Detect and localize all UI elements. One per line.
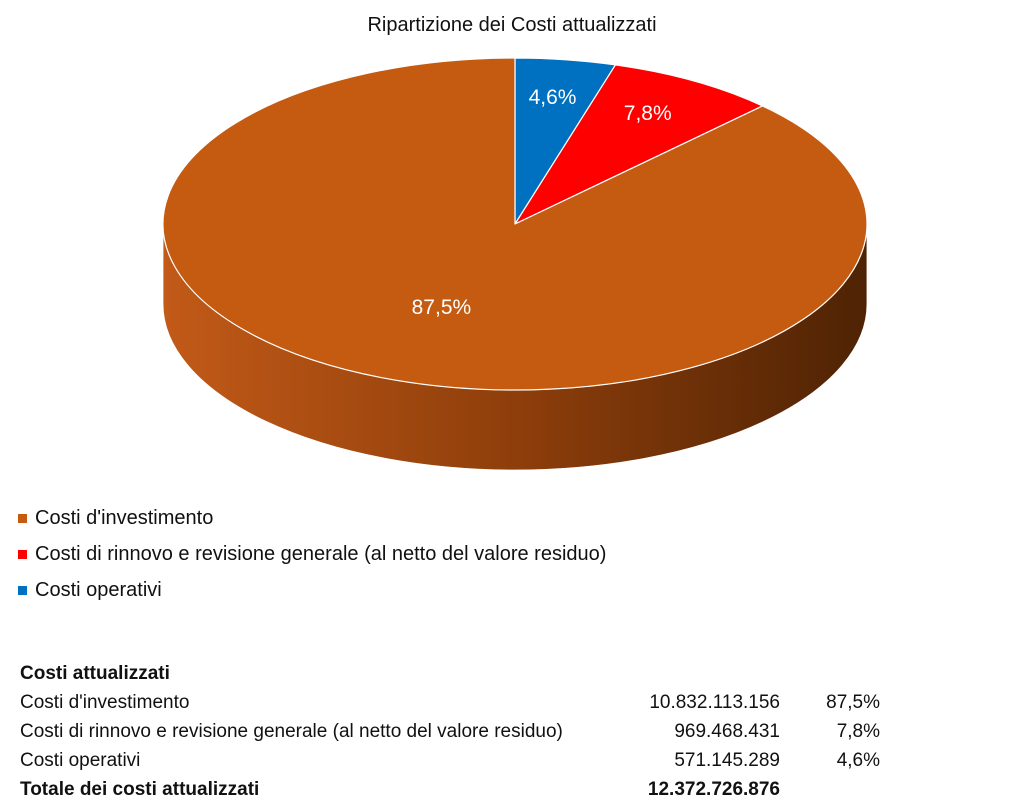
row-label: Costi d'investimento	[20, 691, 190, 713]
legend-label-operativi: Costi operativi	[35, 578, 162, 601]
table-row: Costi di rinnovo e revisione generale (a…	[20, 717, 880, 746]
legend-item-operativi: Costi operativi	[18, 572, 606, 608]
row-label: Costi di rinnovo e revisione generale (a…	[20, 720, 563, 742]
chart-title: Ripartizione dei Costi attualizzati	[367, 14, 657, 36]
legend-label-investimento: Costi d'investimento	[35, 506, 214, 529]
cost-table: Costi attualizzati Costi d'investimento …	[20, 659, 880, 804]
row-amount: 969.468.431	[674, 720, 780, 742]
pie-chart: 4,6% 7,8% 87,5%	[162, 57, 868, 471]
pie-slice-costi-di-rinnovo-e-revisione-g	[514, 64, 764, 225]
legend-swatch-rinnovo	[18, 549, 27, 559]
legend-swatch-operativi	[18, 585, 27, 595]
legend-swatch-investimento	[18, 513, 27, 523]
data-label-costi-di-rinnovo-e-revisione-g: 7,8%	[624, 102, 672, 125]
row-pct: 7,8%	[836, 720, 880, 742]
row-amount: 571.145.289	[674, 749, 780, 771]
row-label: Costi operativi	[20, 749, 141, 771]
data-label-costi-d-investimento: 87,5%	[412, 296, 472, 319]
legend-item-investimento: Costi d'investimento	[18, 500, 606, 536]
total-amount: 12.372.726.876	[647, 778, 780, 800]
legend-label-rinnovo: Costi di rinnovo e revisione generale (a…	[35, 542, 607, 565]
legend: Costi d'investimento Costi di rinnovo e …	[18, 500, 606, 608]
row-pct: 87,5%	[826, 691, 880, 713]
table-row: Costi d'investimento 10.832.113.156 87,5…	[20, 688, 880, 717]
legend-item-rinnovo: Costi di rinnovo e revisione generale (a…	[18, 536, 606, 572]
table-heading-row: Costi attualizzati	[20, 659, 880, 688]
pie-slice-costi-d-investimento	[162, 57, 868, 391]
pie-top-face	[162, 57, 868, 391]
pie-data-labels: 4,6% 7,8% 87,5%	[412, 86, 672, 319]
row-amount: 10.832.113.156	[649, 691, 780, 713]
data-label-costi-operativi: 4,6%	[529, 86, 577, 109]
table-heading: Costi attualizzati	[20, 662, 170, 684]
table-row: Costi operativi 571.145.289 4,6%	[20, 746, 880, 775]
table-total-row: Totale dei costi attualizzati 12.372.726…	[20, 775, 880, 804]
total-label: Totale dei costi attualizzati	[20, 778, 260, 800]
row-pct: 4,6%	[836, 749, 880, 771]
